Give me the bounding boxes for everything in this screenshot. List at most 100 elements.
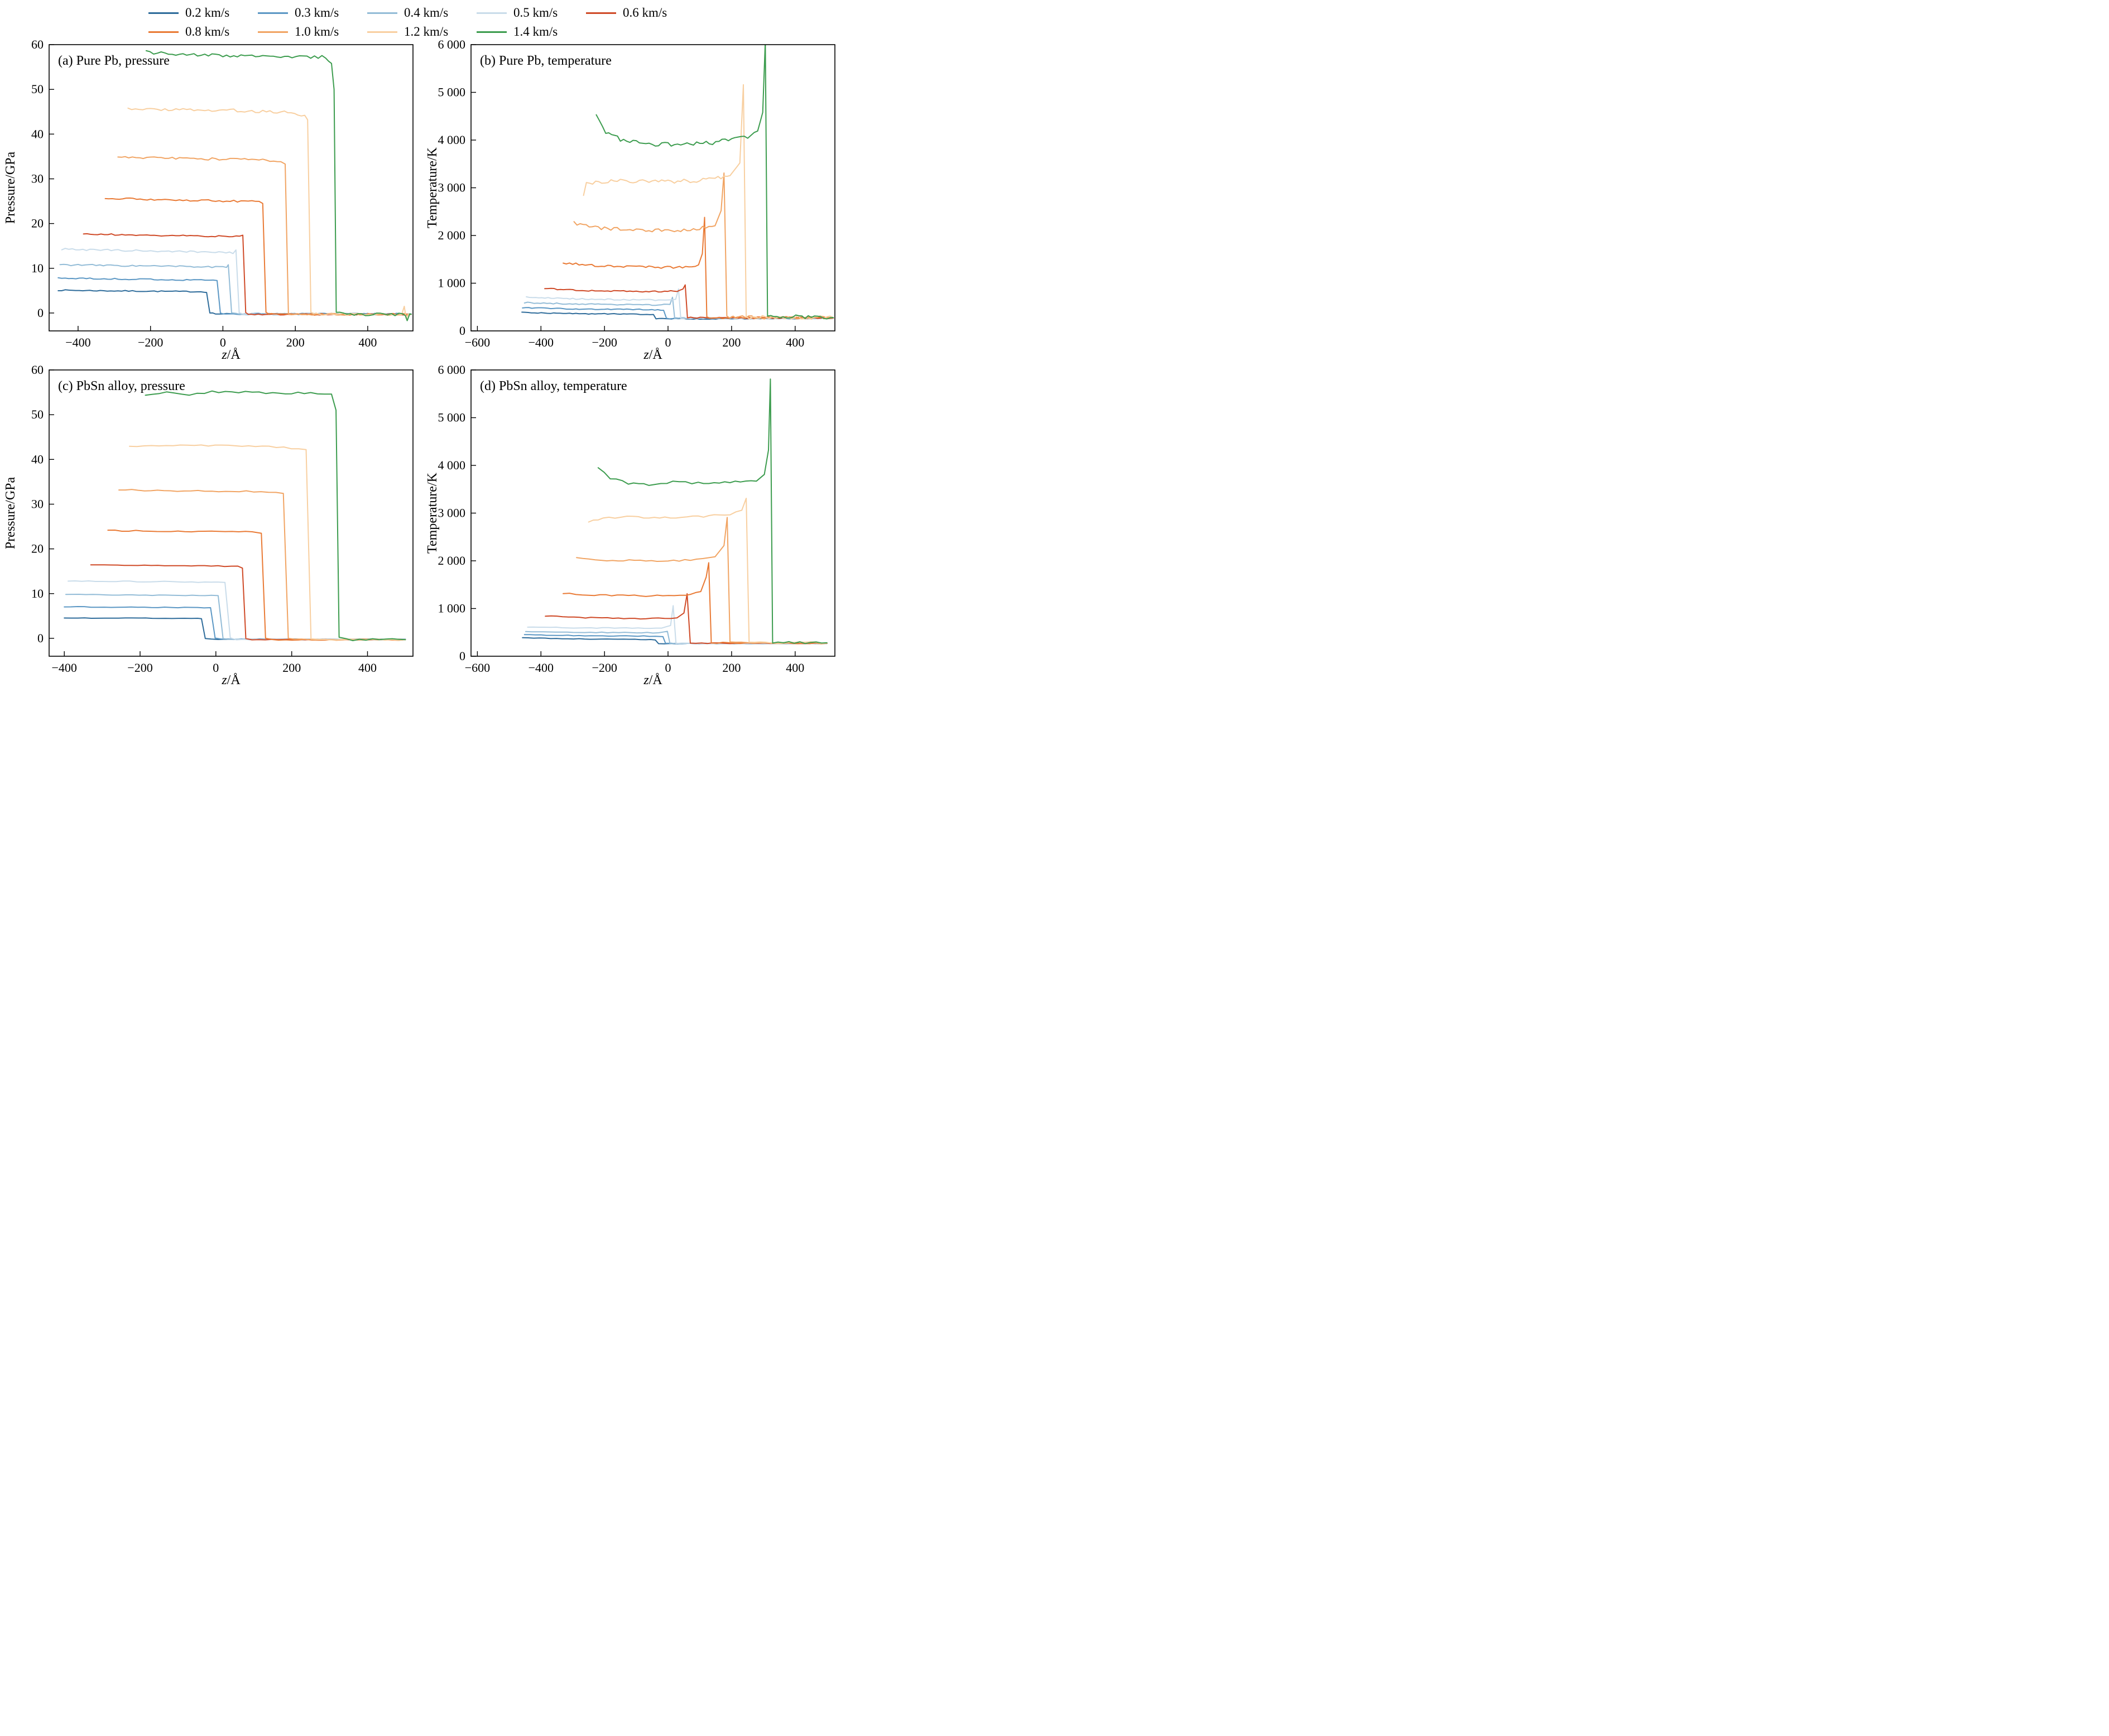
axes-frame (49, 369, 414, 657)
series-line-1.4-km-s (145, 50, 412, 321)
legend-line-swatch (367, 12, 397, 14)
x-tick-label: −400 (529, 335, 554, 349)
y-tick-label: 6 000 (438, 40, 466, 51)
legend-label: 0.4 km/s (404, 6, 449, 20)
legend-item: 0.3 km/s (258, 4, 367, 21)
x-axis-label: z/Å (643, 348, 662, 362)
legend-line-swatch (148, 12, 179, 14)
x-tick-label: 200 (722, 661, 741, 675)
legend-line-swatch (586, 12, 616, 14)
y-tick-label: 20 (31, 542, 44, 556)
axes-frame (470, 44, 835, 331)
legend-line-swatch (477, 31, 507, 33)
x-tick-label: −400 (529, 661, 554, 675)
series-line-1.2-km-s (129, 444, 406, 641)
x-tick-label: −200 (592, 335, 617, 349)
axes-frame (470, 369, 835, 657)
legend-item: 1.0 km/s (258, 23, 367, 40)
y-tick-label: 5 000 (438, 411, 466, 425)
series-line-1.0-km-s (576, 517, 828, 645)
x-tick-label: 400 (786, 661, 804, 675)
x-tick-label: 400 (358, 335, 377, 349)
y-tick-label: 1 000 (438, 276, 466, 290)
panel-title: (a) Pure Pb, pressure (58, 54, 170, 68)
series-line-1.4-km-s (145, 390, 406, 641)
x-tick-label: 0 (213, 661, 219, 675)
legend-label: 1.2 km/s (404, 25, 449, 39)
legend-label: 0.5 km/s (513, 6, 558, 20)
legend-line-swatch (477, 12, 507, 14)
series-line-0.3-km-s (57, 277, 412, 315)
x-axis-label: z/Å (643, 673, 662, 687)
x-tick-label: −600 (465, 661, 490, 675)
axes-frame (49, 44, 414, 331)
series-line-1.0-km-s (573, 172, 834, 320)
y-tick-label: 3 000 (438, 506, 466, 520)
series-line-0.4-km-s (65, 594, 406, 641)
figure-shock-profiles: 0.2 km/s 0.3 km/s 0.4 km/s 0.5 km/s 0.6 km/s… (0, 0, 844, 695)
x-tick-label: 400 (786, 335, 804, 349)
x-tick-label: 200 (722, 335, 741, 349)
legend-line-swatch (258, 31, 288, 33)
x-tick-label: 0 (220, 335, 226, 349)
y-tick-label: 4 000 (438, 458, 466, 472)
series-line-1.2-km-s (127, 107, 412, 319)
y-tick-label: 60 (31, 366, 44, 377)
legend-item: 0.6 km/s (586, 4, 695, 21)
x-tick-label: 400 (358, 661, 377, 675)
series-line-0.8-km-s (107, 530, 406, 641)
y-tick-label: 4 000 (438, 133, 466, 147)
x-tick-label: −400 (65, 335, 90, 349)
panel-a-pure-pb-pressure: −400 −200 0 200 400 0 10 20 30 40 50 60 (a) Pure Pb,… (3, 40, 414, 362)
y-tick-label: 60 (31, 40, 44, 51)
x-tick-label: −200 (127, 661, 152, 675)
x-axis-label: z/Å (221, 673, 241, 687)
legend-label: 1.0 km/s (295, 25, 339, 39)
y-tick-label: 3 000 (438, 181, 466, 195)
y-tick-label: 6 000 (438, 366, 466, 377)
panel-title: (c) PbSn alloy, pressure (58, 379, 185, 393)
legend-item: 0.5 km/s (477, 4, 586, 21)
y-tick-label: 40 (31, 452, 44, 466)
series-line-1.0-km-s (117, 156, 412, 316)
y-tick-label: 10 (31, 261, 44, 275)
panel-title: (d) PbSn alloy, temperature (480, 379, 627, 393)
panel-grid: −400 −200 0 200 400 0 10 20 30 40 50 60 (a) Pure Pb,… (0, 40, 844, 691)
y-tick-label: 2 000 (438, 554, 466, 568)
x-tick-label: −400 (51, 661, 76, 675)
x-tick-label: −200 (138, 335, 163, 349)
y-tick-label: 20 (31, 217, 44, 230)
y-tick-label: 1 000 (438, 602, 466, 615)
legend-label: 0.2 km/s (185, 6, 230, 20)
series-line-0.8-km-s (104, 197, 412, 316)
y-tick-label: 10 (31, 586, 44, 600)
y-tick-label: 50 (31, 82, 44, 96)
series-line-1.4-km-s (597, 378, 828, 645)
y-tick-label: 0 (459, 649, 465, 663)
series-line-0.8-km-s (563, 217, 834, 319)
legend-row-2: 0.8 km/s 1.0 km/s 1.2 km/s 1.4 km/s (148, 23, 695, 40)
legend-item: 0.8 km/s (148, 23, 258, 40)
y-axis-label: Temperature/K (425, 147, 440, 228)
y-axis-label: Pressure/GPa (3, 477, 18, 550)
series-line-0.2-km-s (64, 617, 406, 640)
legend-line-swatch (367, 31, 397, 33)
legend-item: 0.4 km/s (367, 4, 477, 21)
y-axis-label: Pressure/GPa (3, 152, 18, 224)
legend-label: 0.8 km/s (185, 25, 230, 39)
x-tick-label: 200 (282, 661, 301, 675)
y-tick-label: 0 (37, 631, 44, 645)
legend-line-swatch (148, 31, 179, 33)
series-line-0.2-km-s (57, 289, 412, 315)
x-tick-label: 0 (665, 335, 671, 349)
y-tick-label: 30 (31, 172, 44, 186)
legend-item: 0.2 km/s (148, 4, 258, 21)
y-tick-label: 5 000 (438, 85, 466, 99)
x-tick-label: −200 (592, 661, 617, 675)
y-tick-label: 30 (31, 497, 44, 511)
y-tick-label: 0 (37, 306, 44, 320)
series-line-0.5-km-s (527, 605, 828, 645)
series-line-0.6-km-s (90, 564, 406, 641)
legend-label: 0.3 km/s (295, 6, 339, 20)
x-tick-label: 0 (665, 661, 671, 675)
